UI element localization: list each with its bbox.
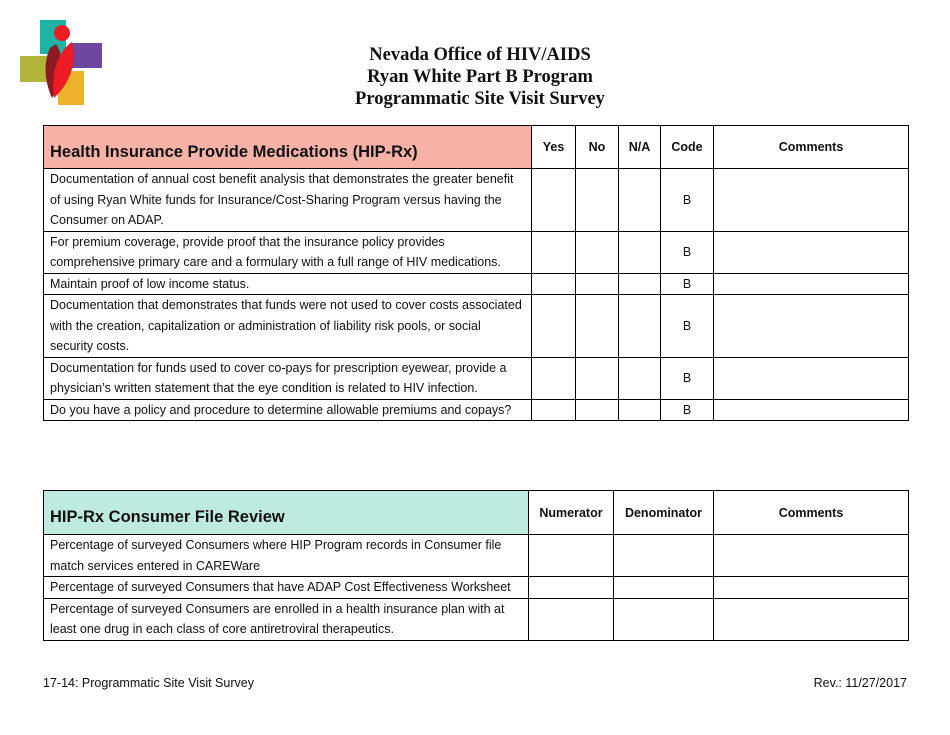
table-row: Do you have a policy and procedure to de… bbox=[43, 398, 909, 421]
comments-cell[interactable] bbox=[713, 597, 909, 641]
col-no: No bbox=[575, 125, 619, 169]
col-code: Code bbox=[660, 125, 714, 169]
yes-cell[interactable] bbox=[531, 230, 576, 274]
comments-cell[interactable] bbox=[713, 534, 909, 577]
col-numerator: Numerator bbox=[528, 490, 614, 535]
yes-cell[interactable] bbox=[531, 356, 576, 400]
requirement-text: Documentation of annual cost benefit ana… bbox=[43, 168, 532, 232]
yes-cell[interactable] bbox=[531, 398, 576, 421]
comments-cell[interactable] bbox=[713, 168, 909, 232]
code-cell: B bbox=[660, 294, 714, 358]
consumer-file-review-table: HIP-Rx Consumer File Review Numerator De… bbox=[43, 490, 909, 641]
comments-cell[interactable] bbox=[713, 272, 909, 295]
no-cell[interactable] bbox=[575, 272, 619, 295]
title-line: Programmatic Site Visit Survey bbox=[355, 89, 605, 109]
no-cell[interactable] bbox=[575, 398, 619, 421]
no-cell[interactable] bbox=[575, 356, 619, 400]
na-cell[interactable] bbox=[618, 230, 661, 274]
no-cell[interactable] bbox=[575, 168, 619, 232]
na-cell[interactable] bbox=[618, 294, 661, 358]
table-row: For premium coverage, provide proof that… bbox=[43, 230, 909, 274]
col-denominator: Denominator bbox=[613, 490, 714, 535]
table-row: Documentation for funds used to cover co… bbox=[43, 356, 909, 400]
table-row: Percentage of surveyed Consumers where H… bbox=[43, 534, 909, 577]
requirement-text: Maintain proof of low income status. bbox=[43, 272, 532, 295]
na-cell[interactable] bbox=[618, 272, 661, 295]
na-cell[interactable] bbox=[618, 398, 661, 421]
section-header: HIP-Rx Consumer File Review bbox=[43, 490, 529, 535]
document-title: Nevada Office of HIV/AIDS Ryan White Par… bbox=[280, 44, 680, 110]
numerator-cell[interactable] bbox=[528, 597, 614, 641]
col-yes: Yes bbox=[531, 125, 576, 169]
numerator-cell[interactable] bbox=[528, 534, 614, 577]
requirement-text: Do you have a policy and procedure to de… bbox=[43, 398, 532, 421]
measure-text: Percentage of surveyed Consumers are enr… bbox=[43, 597, 529, 641]
title-line: Nevada Office of HIV/AIDS bbox=[369, 45, 591, 65]
table-row: Percentage of surveyed Consumers are enr… bbox=[43, 597, 909, 641]
col-comments: Comments bbox=[713, 490, 909, 535]
comments-cell[interactable] bbox=[713, 576, 909, 599]
na-cell[interactable] bbox=[618, 168, 661, 232]
yes-cell[interactable] bbox=[531, 272, 576, 295]
denominator-cell[interactable] bbox=[613, 534, 714, 577]
hip-rx-table: Health Insurance Provide Medications (HI… bbox=[43, 125, 909, 421]
footer-revision: Rev.: 11/27/2017 bbox=[813, 676, 907, 690]
footer-form-id: 17-14: Programmatic Site Visit Survey bbox=[43, 676, 254, 690]
comments-cell[interactable] bbox=[713, 398, 909, 421]
comments-cell[interactable] bbox=[713, 230, 909, 274]
code-cell: B bbox=[660, 398, 714, 421]
table-row: Documentation of annual cost benefit ana… bbox=[43, 168, 909, 232]
code-cell: B bbox=[660, 356, 714, 400]
denominator-cell[interactable] bbox=[613, 597, 714, 641]
no-cell[interactable] bbox=[575, 230, 619, 274]
table-row: Percentage of surveyed Consumers that ha… bbox=[43, 576, 909, 599]
col-comments: Comments bbox=[713, 125, 909, 169]
comments-cell[interactable] bbox=[713, 356, 909, 400]
measure-text: Percentage of surveyed Consumers that ha… bbox=[43, 576, 529, 599]
col-na: N/A bbox=[618, 125, 661, 169]
numerator-cell[interactable] bbox=[528, 576, 614, 599]
table-row: Maintain proof of low income status. B bbox=[43, 272, 909, 295]
requirement-text: Documentation for funds used to cover co… bbox=[43, 356, 532, 400]
requirement-text: For premium coverage, provide proof that… bbox=[43, 230, 532, 274]
code-cell: B bbox=[660, 230, 714, 274]
code-cell: B bbox=[660, 168, 714, 232]
title-line: Ryan White Part B Program bbox=[367, 67, 593, 87]
denominator-cell[interactable] bbox=[613, 576, 714, 599]
table-row: Documentation that demonstrates that fun… bbox=[43, 294, 909, 358]
logo bbox=[20, 20, 102, 105]
yes-cell[interactable] bbox=[531, 168, 576, 232]
comments-cell[interactable] bbox=[713, 294, 909, 358]
requirement-text: Documentation that demonstrates that fun… bbox=[43, 294, 532, 358]
yes-cell[interactable] bbox=[531, 294, 576, 358]
measure-text: Percentage of surveyed Consumers where H… bbox=[43, 534, 529, 577]
code-cell: B bbox=[660, 272, 714, 295]
na-cell[interactable] bbox=[618, 356, 661, 400]
no-cell[interactable] bbox=[575, 294, 619, 358]
section-header: Health Insurance Provide Medications (HI… bbox=[43, 125, 532, 169]
